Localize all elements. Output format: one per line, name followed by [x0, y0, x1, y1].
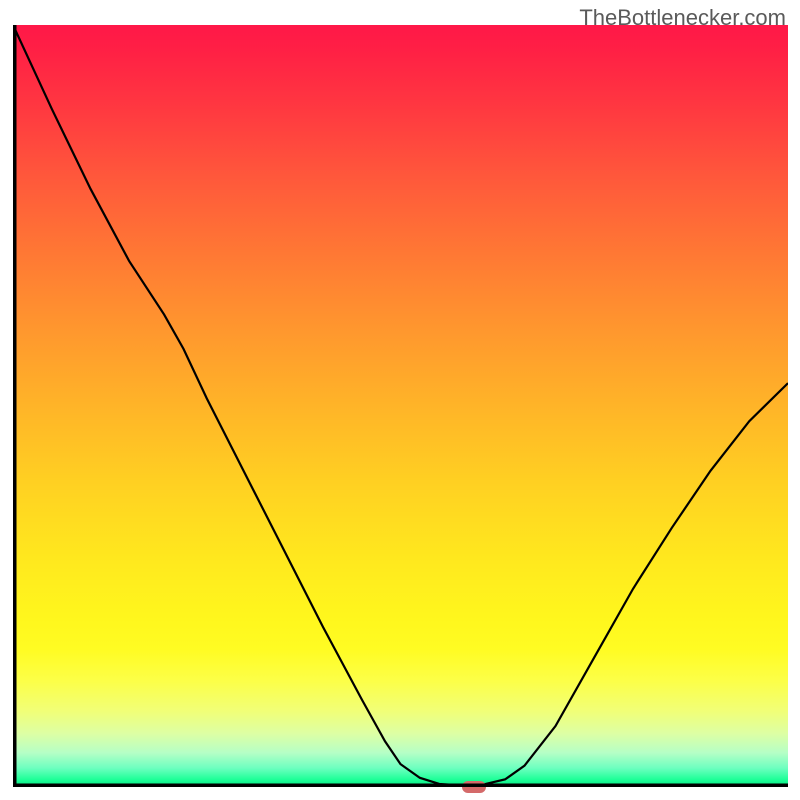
plot-area: [13, 25, 788, 787]
data-marker: [462, 781, 486, 793]
chart-container: TheBottlenecker.com: [0, 0, 800, 800]
watermark-text: TheBottlenecker.com: [579, 5, 786, 31]
curve-line: [13, 25, 788, 787]
